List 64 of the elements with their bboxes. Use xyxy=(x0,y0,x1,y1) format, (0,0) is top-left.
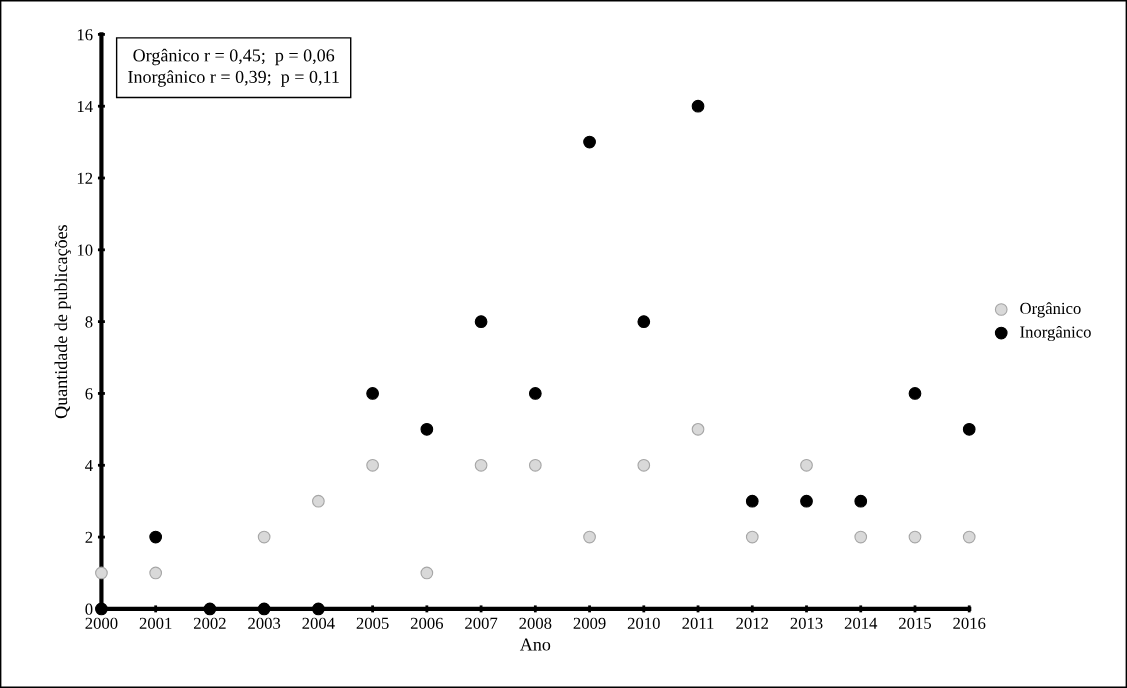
point xyxy=(583,135,596,149)
x-tick-label: 2011 xyxy=(682,617,714,629)
point xyxy=(95,566,108,580)
point xyxy=(95,602,108,616)
x-tick-label: 2006 xyxy=(410,617,444,629)
y-tick-label: 6 xyxy=(85,388,93,400)
legend-label: Orgânico xyxy=(1020,302,1081,318)
point xyxy=(420,422,434,436)
point xyxy=(528,458,542,472)
point xyxy=(366,458,379,472)
point xyxy=(854,530,868,544)
point xyxy=(637,315,651,329)
x-tick-label: 2002 xyxy=(193,617,226,629)
point xyxy=(745,494,759,508)
point xyxy=(257,530,271,544)
annotation: Orgânico r = 0,45; p = 0,06 Inorgânico r = 0,39; p = 0,11 xyxy=(128,48,339,87)
x-tick-label: 2000 xyxy=(85,617,118,629)
y-tick-label: 2 xyxy=(85,531,93,543)
x-tick-label: 2004 xyxy=(302,617,335,629)
point xyxy=(854,494,868,508)
x-tick-label: 2001 xyxy=(139,617,172,629)
point xyxy=(962,530,976,544)
point xyxy=(800,494,813,508)
x-tick-label: 2007 xyxy=(465,617,498,629)
point xyxy=(149,530,163,544)
x-tick-label: 2014 xyxy=(844,617,878,629)
x-tick-label: 2015 xyxy=(899,617,931,629)
x-tick-label: 2009 xyxy=(573,617,606,629)
y-tick-label: 0 xyxy=(85,603,93,615)
x-tick-label: 2016 xyxy=(953,617,986,629)
y-tick-label: 4 xyxy=(85,460,93,472)
point xyxy=(474,315,488,329)
y-tick-label: 16 xyxy=(77,29,93,41)
x-axis-title: Ano xyxy=(519,638,551,651)
y-tick-label: 14 xyxy=(77,100,93,112)
y-tick-label: 12 xyxy=(77,172,93,184)
x-tick-label: 2013 xyxy=(790,617,823,629)
point xyxy=(583,530,596,544)
point xyxy=(366,387,379,400)
x-tick-label: 2012 xyxy=(736,617,769,629)
point xyxy=(312,494,325,508)
point xyxy=(908,530,922,544)
point xyxy=(420,566,434,580)
y-tick-label: 8 xyxy=(85,316,93,328)
point xyxy=(691,99,705,113)
point xyxy=(474,458,488,472)
point xyxy=(203,602,217,616)
point xyxy=(745,530,759,544)
point xyxy=(691,422,705,436)
y-tick-label: 10 xyxy=(77,244,93,256)
point xyxy=(257,602,271,616)
x-tick-label: 2005 xyxy=(356,617,389,629)
x-tick-label: 2010 xyxy=(627,617,660,629)
x-tick-label: 2008 xyxy=(519,617,552,629)
point xyxy=(528,387,542,400)
point xyxy=(962,422,976,436)
point xyxy=(637,458,651,472)
y-axis-title: Quantidade de publicações xyxy=(54,225,71,419)
point xyxy=(312,602,325,616)
point xyxy=(800,458,813,472)
point xyxy=(149,566,163,580)
legend-label: Inorgânico xyxy=(1020,325,1091,342)
point xyxy=(908,387,922,400)
x-tick-label: 2003 xyxy=(248,617,281,629)
